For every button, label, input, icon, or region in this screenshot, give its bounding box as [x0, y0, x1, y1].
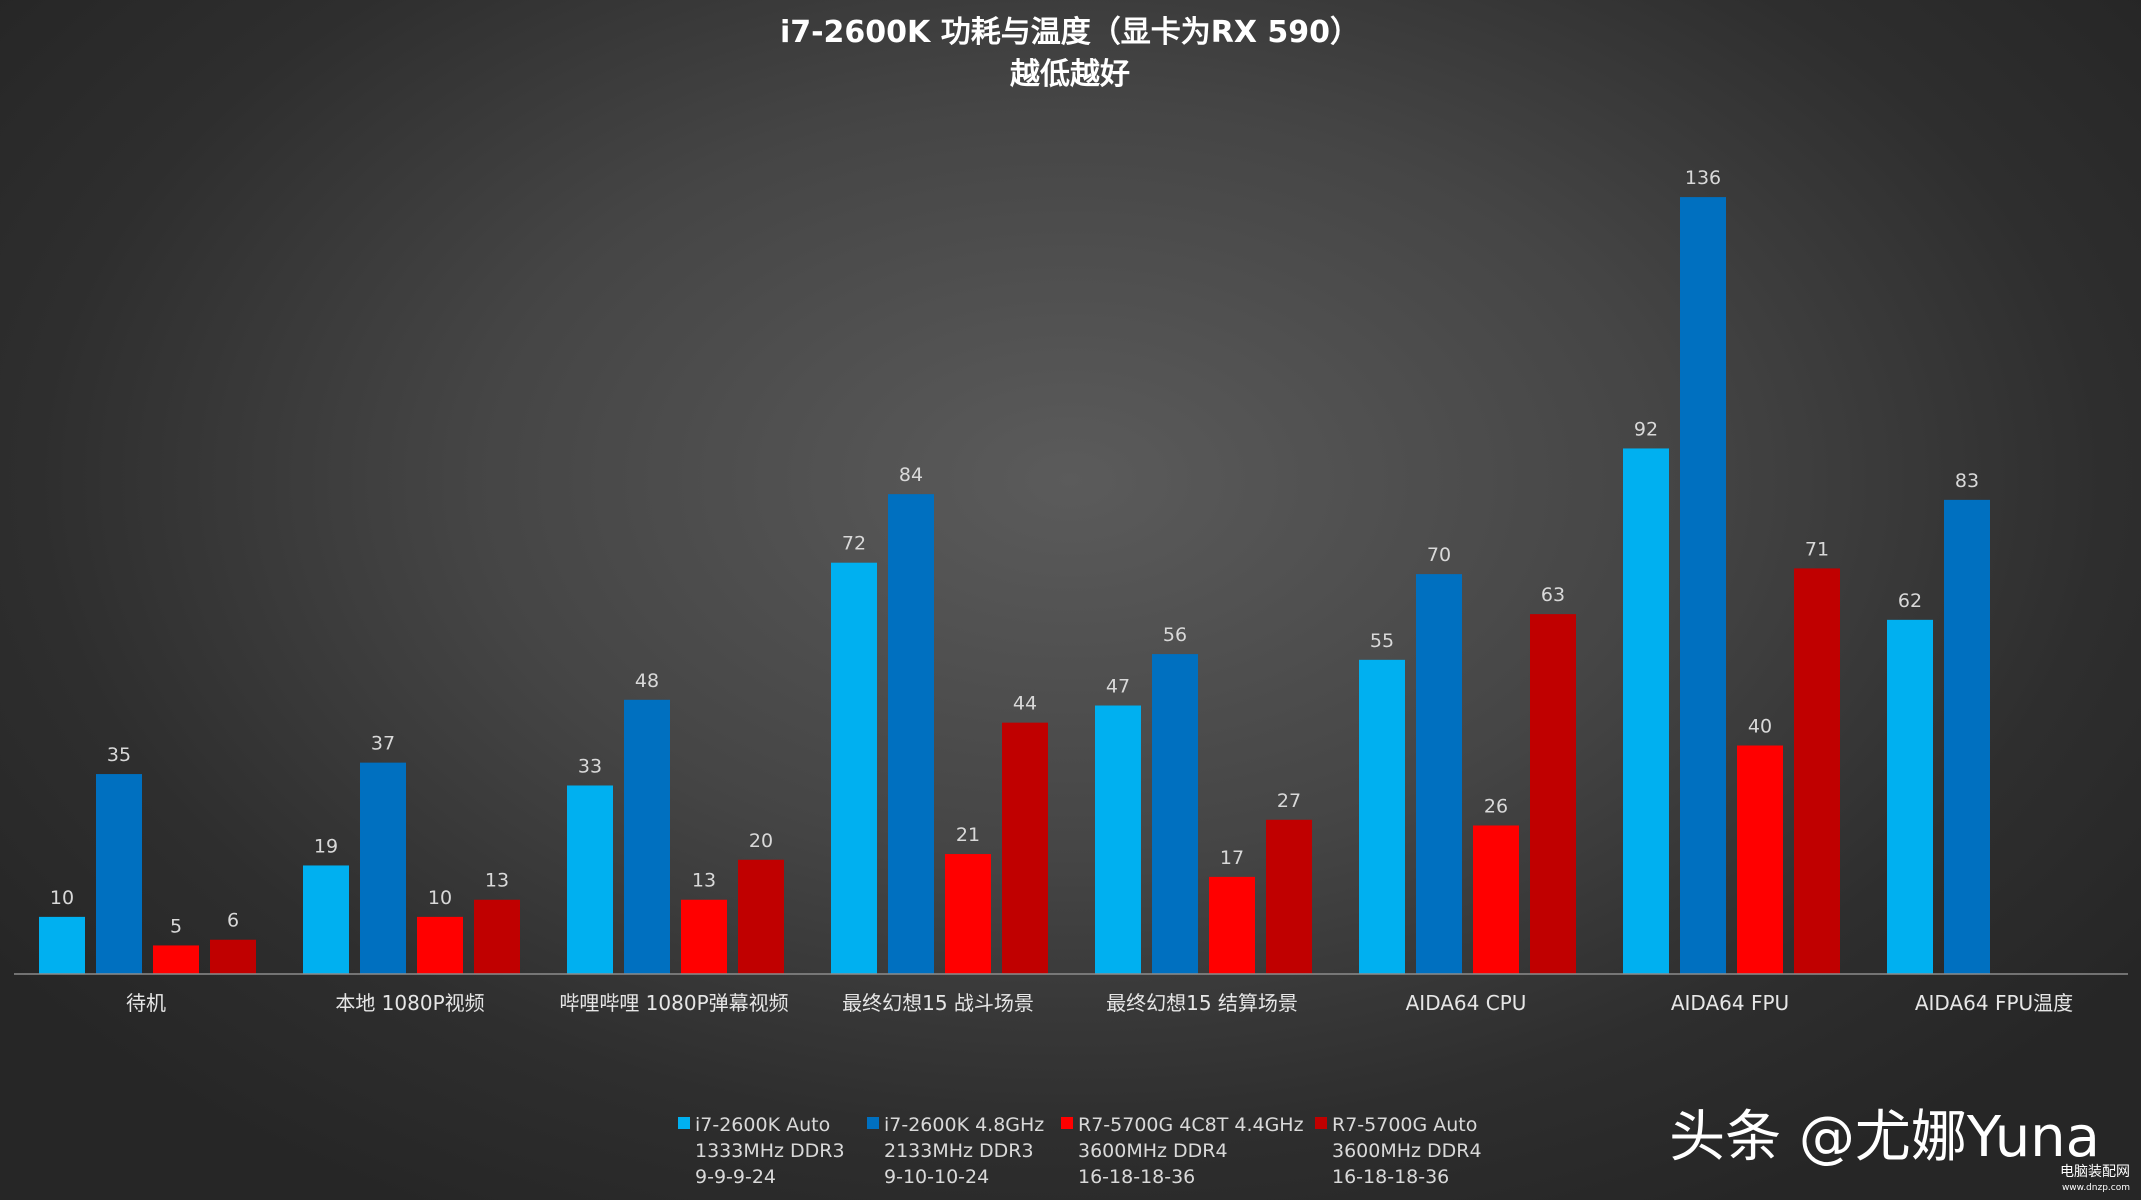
watermark-site-name: 电脑装配网 [2060, 1164, 2130, 1180]
bar-s0-c4 [1095, 705, 1141, 974]
bar-s1-c6 [1680, 197, 1726, 975]
category-label: 待机 [126, 991, 166, 1015]
legend-swatch [1315, 1117, 1327, 1129]
bar-s1-c0 [96, 774, 142, 974]
data-label-s1-c2: 48 [635, 670, 659, 692]
data-label-s2-c5: 26 [1484, 795, 1508, 817]
data-label-s2-c4: 17 [1220, 847, 1244, 869]
data-label-s2-c0: 5 [170, 915, 182, 937]
bar-s1-c3 [888, 494, 934, 974]
category-label: 本地 1080P视频 [335, 991, 484, 1015]
bar-s3-c4 [1266, 819, 1312, 974]
data-label-s3-c1: 13 [485, 870, 509, 892]
data-label-s1-c3: 84 [899, 464, 923, 486]
data-label-s1-c0: 35 [107, 744, 131, 766]
bar-s3-c0 [210, 939, 256, 974]
legend-swatch [678, 1117, 690, 1129]
legend-label: R7-5700G 4C8T 4.4GHz [1078, 1114, 1304, 1136]
bar-s2-c2 [681, 899, 727, 974]
category-label: 最终幻想15 战斗场景 [842, 991, 1034, 1015]
bar-s2-c1 [417, 916, 463, 974]
chart-subtitle: 越低越好 [1010, 57, 1130, 92]
legend-entry: i7-2600K Auto 1333MHz DDR3 9-9-9-24 [678, 1114, 845, 1188]
legend-label: 9-10-10-24 [884, 1166, 989, 1188]
bar-s3-c3 [1002, 722, 1048, 974]
data-label-s3-c0: 6 [227, 910, 239, 932]
data-label-s0-c1: 19 [314, 835, 338, 857]
legend-label: 2133MHz DDR3 [884, 1140, 1034, 1162]
data-label-s0-c7: 62 [1898, 590, 1922, 612]
bar-s3-c2 [738, 859, 784, 974]
data-label-s3-c3: 44 [1013, 693, 1037, 715]
legend-entry: i7-2600K 4.8GHz 2133MHz DDR3 9-10-10-24 [867, 1114, 1044, 1188]
bar-s0-c0 [39, 916, 85, 974]
category-label: 哔哩哔哩 1080P弹幕视频 [559, 991, 788, 1015]
category-label: AIDA64 CPU [1406, 991, 1527, 1015]
data-label-s2-c6: 40 [1748, 716, 1772, 738]
category-label: 最终幻想15 结算场景 [1106, 991, 1298, 1015]
watermark: 头条 @尤娜Yuna 电脑装配网 www.dnzp.com [1669, 1105, 2130, 1193]
chart-title: i7-2600K 功耗与温度（显卡为RX 590） [780, 15, 1360, 50]
data-label-s0-c5: 55 [1370, 630, 1394, 652]
watermark-site-url: www.dnzp.com [2062, 1183, 2130, 1193]
data-label-s1-c6: 136 [1685, 167, 1721, 189]
data-label-s3-c4: 27 [1277, 790, 1301, 812]
data-label-s0-c3: 72 [842, 533, 866, 555]
bar-s0-c2 [567, 785, 613, 974]
legend-swatch [867, 1117, 879, 1129]
bar-s1-c7 [1944, 499, 1990, 974]
legend-label: 3600MHz DDR4 [1078, 1140, 1228, 1162]
bar-s1-c4 [1152, 654, 1198, 974]
data-label-s0-c0: 10 [50, 887, 74, 909]
bar-s2-c5 [1473, 825, 1519, 974]
data-label-s3-c6: 71 [1805, 538, 1829, 560]
data-label-s0-c2: 33 [578, 755, 602, 777]
category-label: AIDA64 FPU温度 [1915, 991, 2073, 1015]
bar-s0-c7 [1887, 619, 1933, 974]
legend-label: 1333MHz DDR3 [695, 1140, 845, 1162]
legend-label: i7-2600K 4.8GHz [884, 1114, 1044, 1136]
data-label-s2-c1: 10 [428, 887, 452, 909]
legend-label: R7-5700G Auto [1332, 1114, 1477, 1136]
bar-s1-c2 [624, 699, 670, 974]
category-labels: 待机 本地 1080P视频 哔哩哔哩 1080P弹幕视频 最终幻想15 战斗场景 最终幻… [126, 991, 2073, 1015]
bar-s0-c5 [1359, 659, 1405, 974]
bar-s2-c4 [1209, 876, 1255, 974]
legend-label: 3600MHz DDR4 [1332, 1140, 1482, 1162]
category-label: AIDA64 FPU [1671, 991, 1789, 1015]
bar-s1-c5 [1416, 574, 1462, 974]
data-label-s1-c1: 37 [371, 733, 395, 755]
data-label-s2-c3: 21 [956, 824, 980, 846]
watermark-text: 头条 @尤娜Yuna [1669, 1105, 2100, 1170]
legend-entry: R7-5700G Auto 3600MHz DDR4 16-18-18-36 [1315, 1114, 1482, 1188]
data-label-s3-c5: 63 [1541, 584, 1565, 606]
legend-label: 16-18-18-36 [1332, 1166, 1449, 1188]
bar-s0-c6 [1623, 448, 1669, 974]
data-label-s0-c6: 92 [1634, 418, 1658, 440]
legend-swatch [1061, 1117, 1073, 1129]
bar-s2-c6 [1737, 745, 1783, 974]
bar-s3-c6 [1794, 568, 1840, 974]
legend-entry: R7-5700G 4C8T 4.4GHz 3600MHz DDR4 16-18-18… [1061, 1114, 1304, 1188]
data-label-s1-c7: 83 [1955, 470, 1979, 492]
legend-label: 9-9-9-24 [695, 1166, 776, 1188]
legend-label: i7-2600K Auto [695, 1114, 830, 1136]
bar-s2-c3 [945, 854, 991, 974]
data-label-s1-c4: 56 [1163, 624, 1187, 646]
bar-s1-c1 [360, 762, 406, 974]
data-label-s2-c2: 13 [692, 870, 716, 892]
bar-s2-c0 [153, 945, 199, 974]
data-label-s3-c2: 20 [749, 830, 773, 852]
legend-label: 16-18-18-36 [1078, 1166, 1195, 1188]
bar-s3-c1 [474, 899, 520, 974]
data-label-s0-c4: 47 [1106, 676, 1130, 698]
bar-s3-c5 [1530, 614, 1576, 974]
data-label-s1-c5: 70 [1427, 544, 1451, 566]
bar-s0-c3 [831, 562, 877, 974]
bar-s0-c1 [303, 865, 349, 974]
